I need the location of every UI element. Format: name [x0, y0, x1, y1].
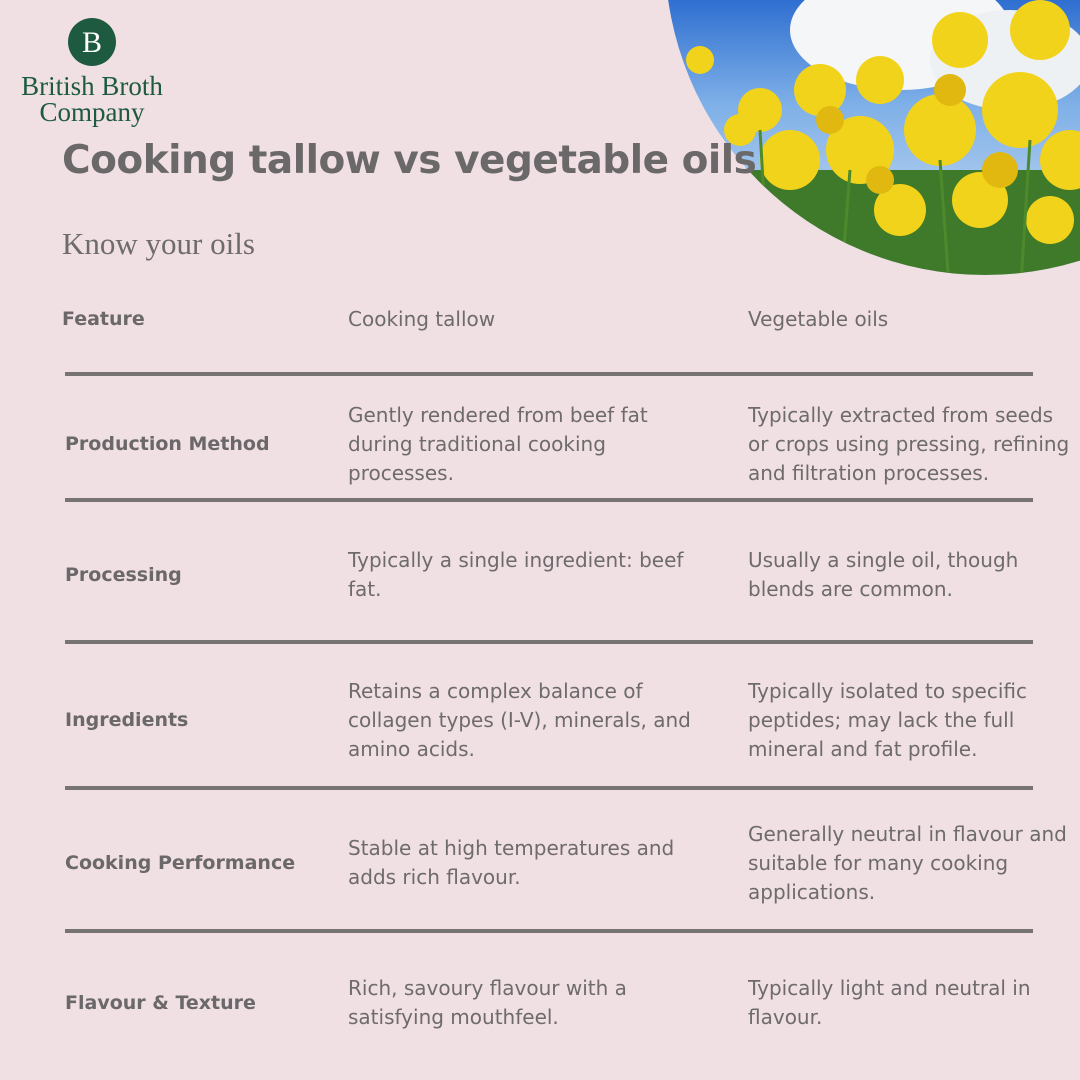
column-header: Feature: [62, 307, 145, 330]
logo-mark: B: [82, 26, 102, 59]
row-divider: [65, 372, 1033, 376]
table-cell: Usually a single oil, though blends are …: [748, 548, 1019, 601]
row-label: Cooking Performance: [65, 851, 296, 874]
column-header: Cooking tallow: [348, 306, 496, 331]
table-cell: Typically isolated to specific peptides;…: [748, 678, 1027, 761]
table-cell: Typically extracted from seeds or crops …: [748, 402, 1070, 485]
logo-name: Company: [39, 97, 145, 127]
table-cell: Stable at high temperatures and adds ric…: [348, 836, 675, 889]
row-label: Processing: [65, 563, 182, 586]
table-cell: Rich, savoury flavour with a satisfying …: [348, 976, 627, 1029]
hero-photo: B: [68, 0, 1080, 275]
table-cell: Typically a single ingredient: beef fat.: [348, 548, 684, 601]
row-divider: [65, 640, 1033, 644]
table-cell: Retains a complex balance of collagen ty…: [348, 678, 691, 761]
table-cell: Typically light and neutral in flavour.: [748, 976, 1031, 1029]
row-divider: [65, 498, 1033, 502]
column-header: Vegetable oils: [748, 306, 889, 331]
table-cell: Generally neutral in flavour and suitabl…: [748, 821, 1067, 904]
table-cell: Gently rendered from beef fat during tra…: [348, 402, 648, 485]
row-label: Flavour & Texture: [65, 991, 256, 1014]
row-divider: [65, 929, 1033, 933]
row-divider: [65, 786, 1033, 790]
logo-name: British Broth: [21, 71, 163, 101]
subtitle: Know your oils: [62, 226, 255, 261]
title: Cooking tallow vs vegetable oils: [62, 138, 757, 183]
row-label: Ingredients: [65, 708, 189, 731]
row-label: Production Method: [65, 432, 270, 455]
